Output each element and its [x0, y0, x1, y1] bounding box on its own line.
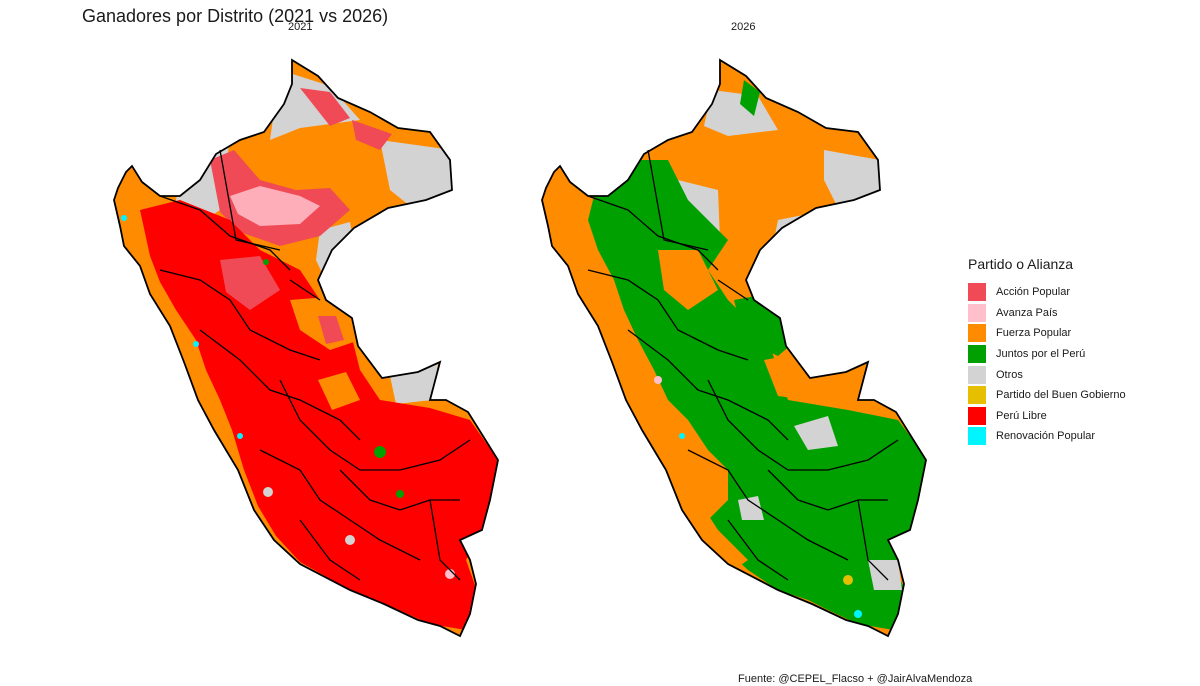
- chart-title: Ganadores por Distrito (2021 vs 2026): [82, 6, 389, 26]
- legend-label: Renovación Popular: [996, 430, 1096, 443]
- region-2021-juntos-c: [263, 259, 269, 265]
- legend-title: Partido o Alianza: [968, 256, 1074, 272]
- legend-label: Avanza País: [996, 306, 1058, 319]
- legend-swatch: [968, 365, 986, 384]
- legend-label: Acción Popular: [996, 286, 1070, 299]
- legend-item: Otros: [968, 364, 1126, 385]
- region-2021-otros-e: [263, 487, 273, 497]
- region-2026-otros-a: [704, 90, 778, 136]
- legend-label: Juntos por el Perú: [996, 348, 1086, 361]
- region-2026-renovacion-b: [679, 433, 685, 439]
- legend: Partido o Alianza Acción Popular Avanza P…: [968, 256, 1126, 447]
- legend-item: Perú Libre: [968, 406, 1126, 427]
- legend-swatch: [968, 386, 986, 405]
- region-2021-otros-f: [345, 535, 355, 545]
- region-2021-accion-popular-d: [352, 120, 392, 150]
- region-2021-renovacion-a: [193, 341, 199, 347]
- borders-2021: [113, 59, 499, 637]
- legend-label: Perú Libre: [996, 409, 1047, 422]
- legend-swatch: [968, 324, 986, 343]
- region-2021-avanza-a: [445, 569, 455, 579]
- panel-label-2021: 2021: [288, 21, 313, 33]
- legend-label: Partido del Buen Gobierno: [996, 389, 1126, 402]
- legend-swatch: [968, 345, 986, 364]
- region-2026-fuerza-coast: [548, 230, 748, 574]
- region-2021-accion-popular-f: [318, 316, 344, 344]
- legend-swatch: [968, 283, 986, 302]
- legend-item: Avanza País: [968, 303, 1126, 324]
- legend-item: Acción Popular: [968, 282, 1126, 303]
- region-2026-buen-gobierno-b: [893, 625, 903, 635]
- region-2021-fuerza-center-b: [318, 372, 360, 410]
- region-2026-juntos-north: [740, 80, 760, 116]
- legend-items: Acción Popular Avanza País Fuerza Popular J…: [968, 282, 1126, 447]
- region-2021-accion-popular-c: [300, 88, 350, 126]
- region-2021-renovacion-b: [237, 433, 243, 439]
- legend-swatch: [968, 303, 986, 322]
- region-2021-renovacion-c: [121, 215, 127, 221]
- legend-label: Fuerza Popular: [996, 327, 1072, 340]
- legend-item: Juntos por el Perú: [968, 344, 1126, 365]
- region-2026-avanza-a: [654, 376, 662, 384]
- region-2026-otros-f: [738, 496, 764, 520]
- source-caption: Fuente: @CEPEL_Flacso + @JairAlvaMendoza: [738, 673, 973, 685]
- region-2026-otros-b: [824, 150, 880, 208]
- legend-item: Fuerza Popular: [968, 323, 1126, 344]
- legend-swatch: [968, 406, 986, 425]
- legend-swatch: [968, 427, 986, 446]
- legend-item: Renovación Popular: [968, 426, 1126, 447]
- region-2026-renovacion-a: [854, 610, 862, 618]
- region-2021-peru-libre: [140, 200, 498, 630]
- region-2021-juntos-a: [374, 446, 386, 458]
- map-2026: [541, 59, 927, 637]
- panel-label-2026: 2026: [731, 21, 756, 33]
- region-2026-otros-e: [794, 416, 838, 450]
- legend-label: Otros: [996, 368, 1023, 381]
- region-2026-fuerza-center-b: [658, 250, 718, 310]
- map-2021: [113, 59, 499, 637]
- borders-2026: [541, 59, 927, 637]
- region-2021-accion-popular-e: [220, 256, 280, 310]
- region-2026-buen-gobierno-a: [843, 575, 853, 585]
- legend-item: Partido del Buen Gobierno: [968, 385, 1126, 406]
- region-2021-juntos-b: [396, 490, 404, 498]
- region-2021-otros-b: [380, 140, 452, 206]
- region-2026-otros-g: [868, 560, 902, 590]
- region-2021-accion-popular-b: [230, 186, 320, 226]
